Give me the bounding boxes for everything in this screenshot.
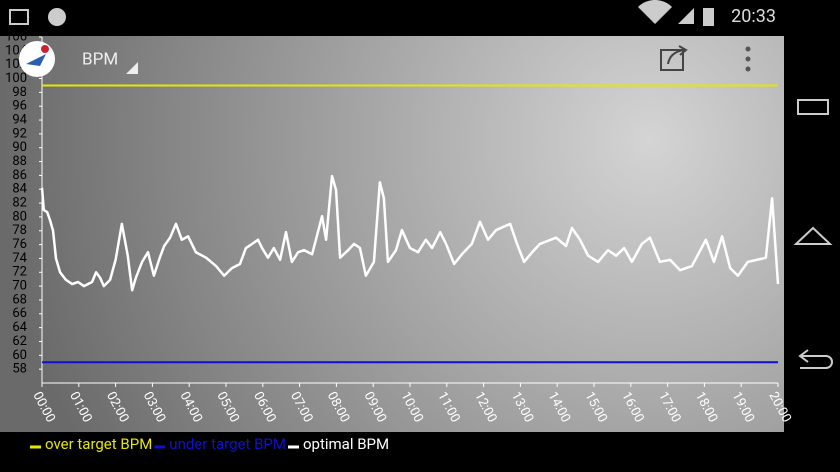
gallery-icon: [9, 9, 29, 25]
y-tick-label: 72: [12, 265, 27, 280]
y-tick-label: 58: [12, 362, 27, 377]
y-tick-label: 84: [12, 182, 27, 197]
app-icon-heart: [41, 45, 49, 53]
y-tick-label: 106: [5, 29, 27, 44]
legend-label: under target BPM: [169, 435, 286, 453]
share-arrow: [667, 45, 688, 65]
y-tick-label: 64: [12, 320, 27, 335]
y-tick-label: 74: [12, 251, 27, 266]
y-tick-label: 82: [12, 196, 27, 211]
chart-background: [0, 36, 784, 432]
app-title[interactable]: BPM: [82, 49, 118, 69]
y-tick-label: 80: [12, 209, 27, 224]
wifi-icon: [638, 0, 672, 24]
recent-button[interactable]: [797, 99, 829, 115]
share-button[interactable]: [660, 49, 684, 71]
spinner-arrow: [126, 62, 138, 74]
y-tick-label: 90: [12, 140, 27, 155]
back-button[interactable]: [798, 349, 833, 369]
y-tick-label: 66: [12, 306, 27, 321]
y-tick-label: 68: [12, 292, 27, 307]
nav-bar: [793, 99, 833, 369]
y-tick-label: 92: [12, 126, 27, 141]
battery-icon: [703, 8, 714, 26]
overflow-dot[interactable]: [745, 46, 751, 52]
clock: 20:33: [731, 6, 776, 27]
status-bar: 20:33: [9, 0, 776, 27]
y-tick-label: 60: [12, 348, 27, 363]
data-line: [40, 174, 780, 292]
y-tick-label: 94: [12, 112, 27, 127]
legend-label: optimal BPM: [303, 435, 389, 453]
app-bar: BPM: [19, 41, 751, 77]
app-notification-icon: [48, 8, 66, 26]
y-tick-label: 78: [12, 223, 27, 238]
signal-icon: [678, 8, 694, 24]
y-tick-label: 100: [5, 71, 27, 86]
home-button[interactable]: [793, 226, 833, 245]
y-tick-label: 98: [12, 85, 27, 100]
y-tick-label: 76: [12, 237, 27, 252]
y-tick-label: 96: [12, 99, 27, 114]
y-tick-label: 86: [12, 168, 27, 183]
overflow-dot[interactable]: [745, 56, 751, 62]
y-tick-label: 70: [12, 279, 27, 294]
legend-label: over target BPM: [45, 435, 152, 453]
overflow-dot[interactable]: [745, 66, 751, 72]
app-icon-mark: [26, 54, 46, 66]
y-tick-label: 88: [12, 154, 27, 169]
y-tick-label: 62: [12, 334, 27, 349]
